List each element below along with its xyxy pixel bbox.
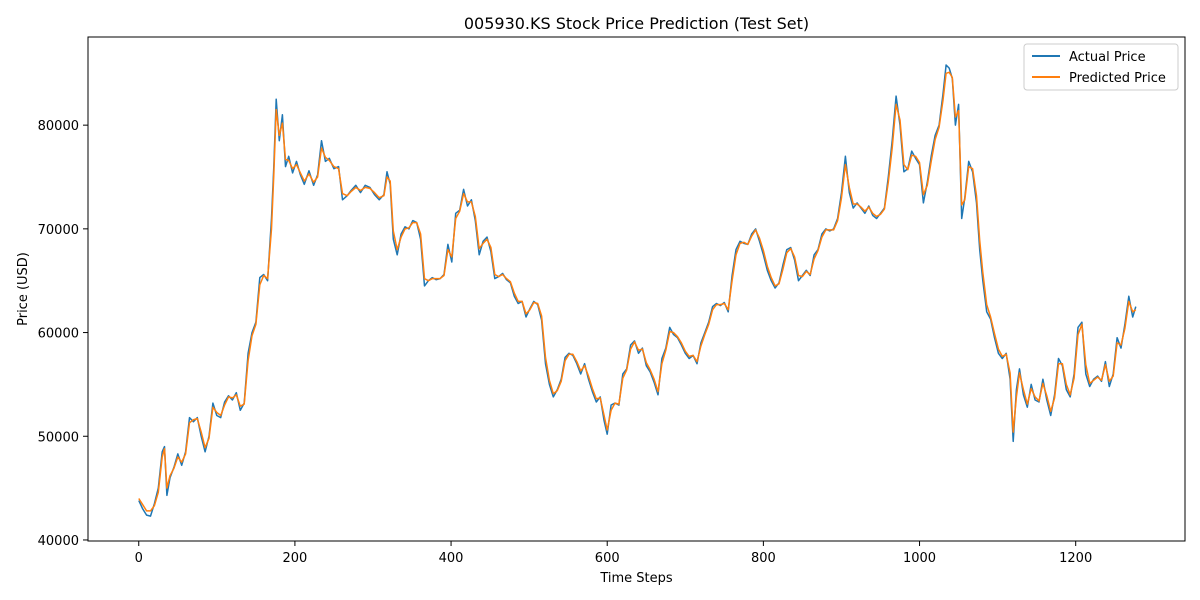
legend-label-actual: Actual Price: [1069, 50, 1146, 65]
predicted-price-line: [138, 71, 1137, 512]
x-tick-label: 1000: [903, 551, 936, 566]
y-tick-label: 40000: [38, 534, 79, 549]
y-axis-label: Price (USD): [16, 252, 31, 326]
x-tick-label: 800: [751, 551, 776, 566]
x-tick-label: 400: [439, 551, 464, 566]
x-tick-label: 0: [135, 551, 143, 566]
x-axis-ticks: 0 200 400 600 800 1000 1200: [135, 541, 1092, 566]
x-tick-label: 1200: [1059, 551, 1092, 566]
y-tick-label: 60000: [38, 327, 79, 342]
legend-label-predicted: Predicted Price: [1069, 71, 1166, 86]
x-tick-label: 200: [282, 551, 307, 566]
chart-title: 005930.KS Stock Price Prediction (Test S…: [464, 14, 809, 33]
x-tick-label: 600: [595, 551, 620, 566]
legend: Actual Price Predicted Price: [1023, 43, 1179, 91]
y-tick-label: 80000: [38, 119, 79, 134]
plot-frame: [87, 36, 1186, 542]
x-axis-label: Time Steps: [599, 571, 673, 586]
y-axis-ticks: 40000 50000 60000 70000 80000: [38, 119, 88, 549]
actual-price-line: [138, 64, 1137, 517]
series-lines: [138, 64, 1137, 517]
y-tick-label: 50000: [38, 430, 79, 445]
legend-box: [1023, 43, 1179, 91]
y-tick-label: 70000: [38, 223, 79, 238]
